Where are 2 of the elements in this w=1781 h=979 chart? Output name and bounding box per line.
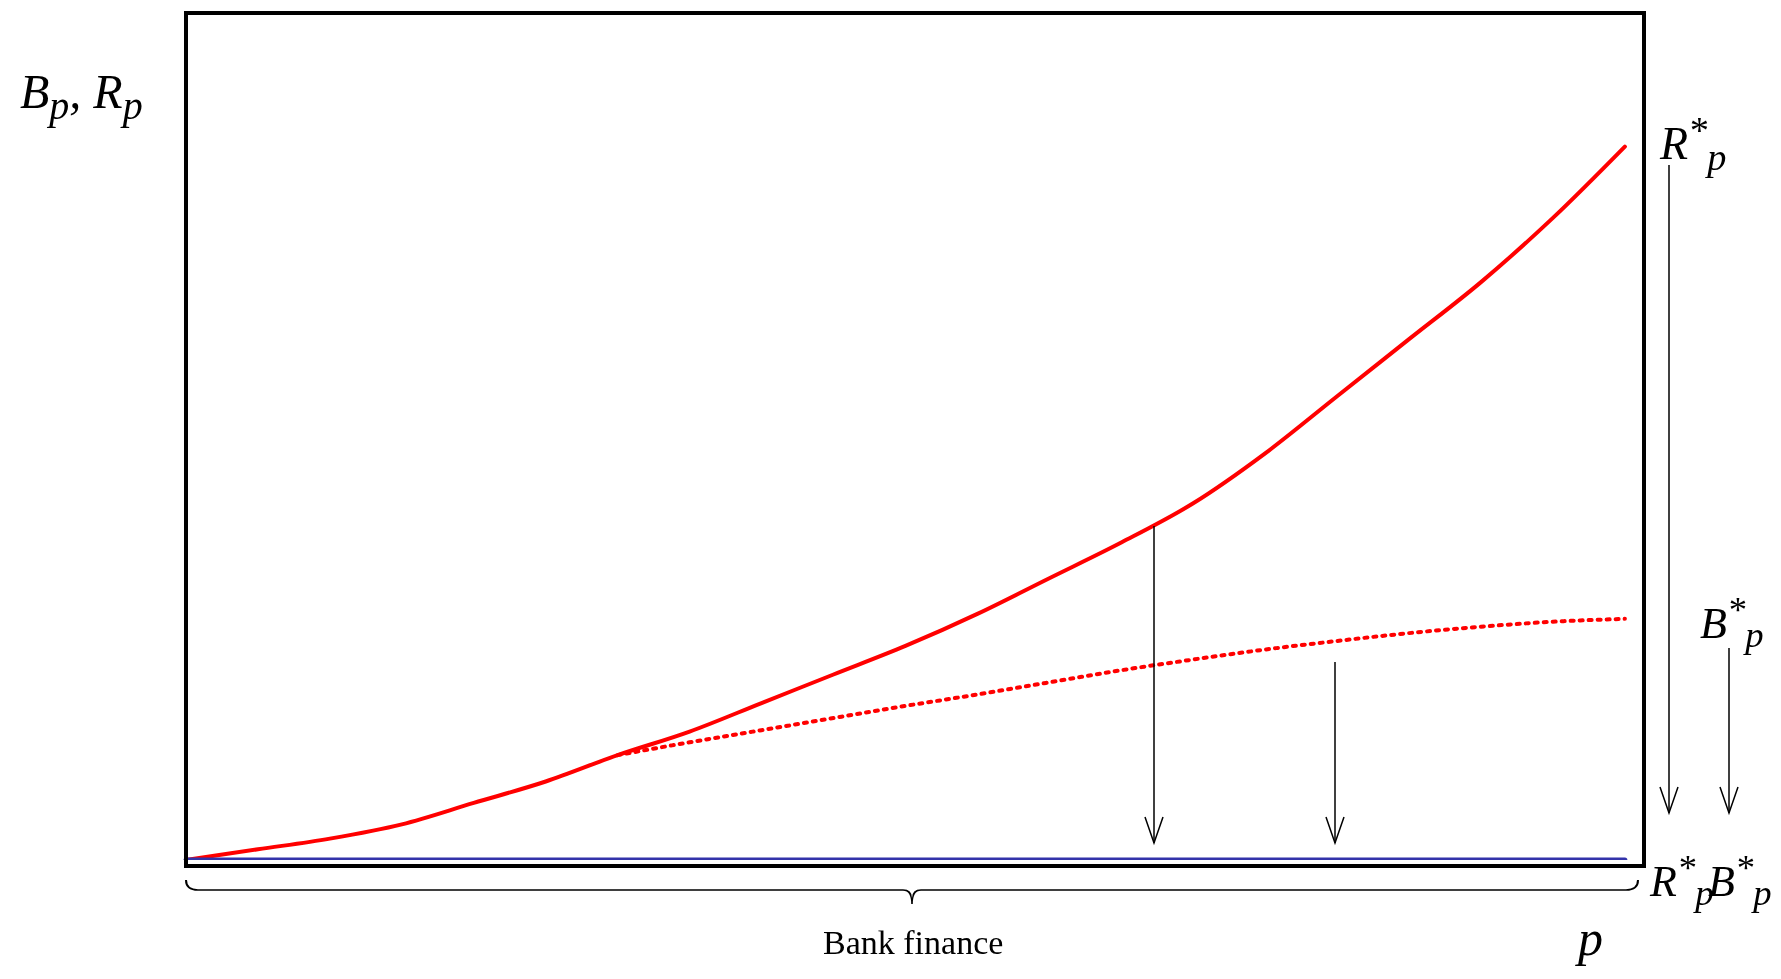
text: Bank finance [823,923,1004,963]
y-axis-title: B$_{p}$, R$_{p}$ [20,64,143,130]
